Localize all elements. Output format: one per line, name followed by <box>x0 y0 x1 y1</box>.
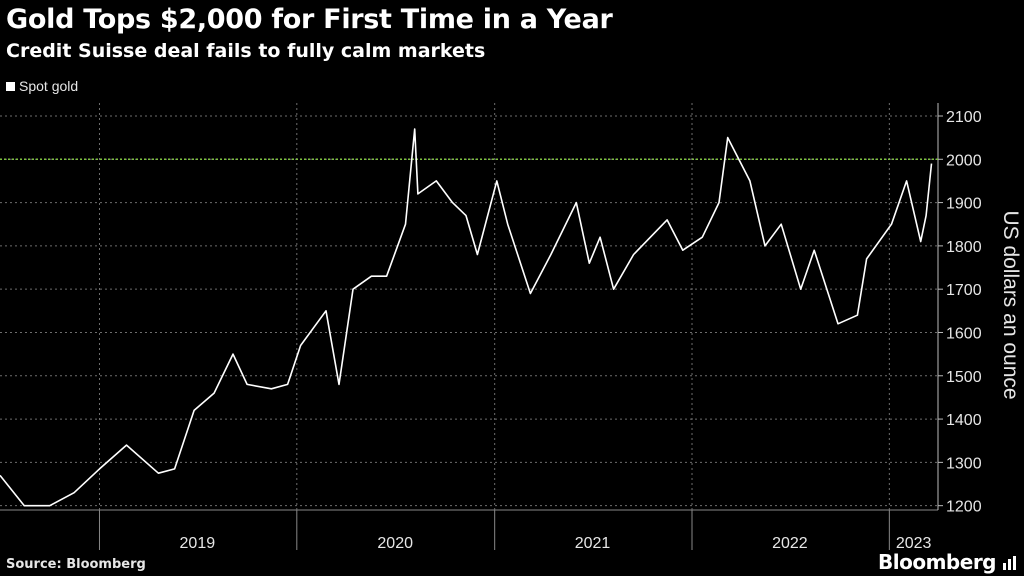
bloomberg-logo-icon <box>1003 556 1016 570</box>
chart-title: Gold Tops $2,000 for First Time in a Yea… <box>6 4 613 35</box>
x-tick-label: 2020 <box>377 535 413 552</box>
y-axis: 1200 1300 1400 1500 1600 1700 1800 1900 2000 2100 <box>937 103 982 516</box>
y-tick-label: 2100 <box>946 109 982 126</box>
x-tick-label: 2022 <box>772 535 808 552</box>
y-tick-label: 1600 <box>946 325 982 342</box>
legend-swatch <box>6 81 15 91</box>
chart-subtitle: Credit Suisse deal fails to fully calm m… <box>6 40 486 62</box>
y-tick-label: 1800 <box>946 239 982 256</box>
x-tick-label: 2023 <box>896 535 932 552</box>
y-tick-label: 1900 <box>946 196 982 213</box>
x-tick-label: 2021 <box>575 535 611 552</box>
y-tick-label: 1500 <box>946 369 982 386</box>
x-tick-label: 2019 <box>180 535 216 552</box>
y-tick-label: 1300 <box>946 455 982 472</box>
series-line-spot-gold <box>0 128 933 507</box>
grid <box>0 103 938 510</box>
y-tick-label: 2000 <box>946 152 982 169</box>
y-tick-label: 1200 <box>946 499 982 516</box>
legend-label: Spot gold <box>19 78 79 94</box>
x-axis: 2019 2020 2021 2022 2023 <box>0 509 938 552</box>
y-axis-label: US dollars an ounce <box>999 210 1022 399</box>
y-tick-label: 1400 <box>946 412 982 429</box>
legend: Spot gold <box>6 78 78 94</box>
brand-logo-text: Bloomberg <box>878 550 996 574</box>
source-note: Source: Bloomberg <box>6 557 146 572</box>
y-tick-label: 1700 <box>946 282 982 299</box>
